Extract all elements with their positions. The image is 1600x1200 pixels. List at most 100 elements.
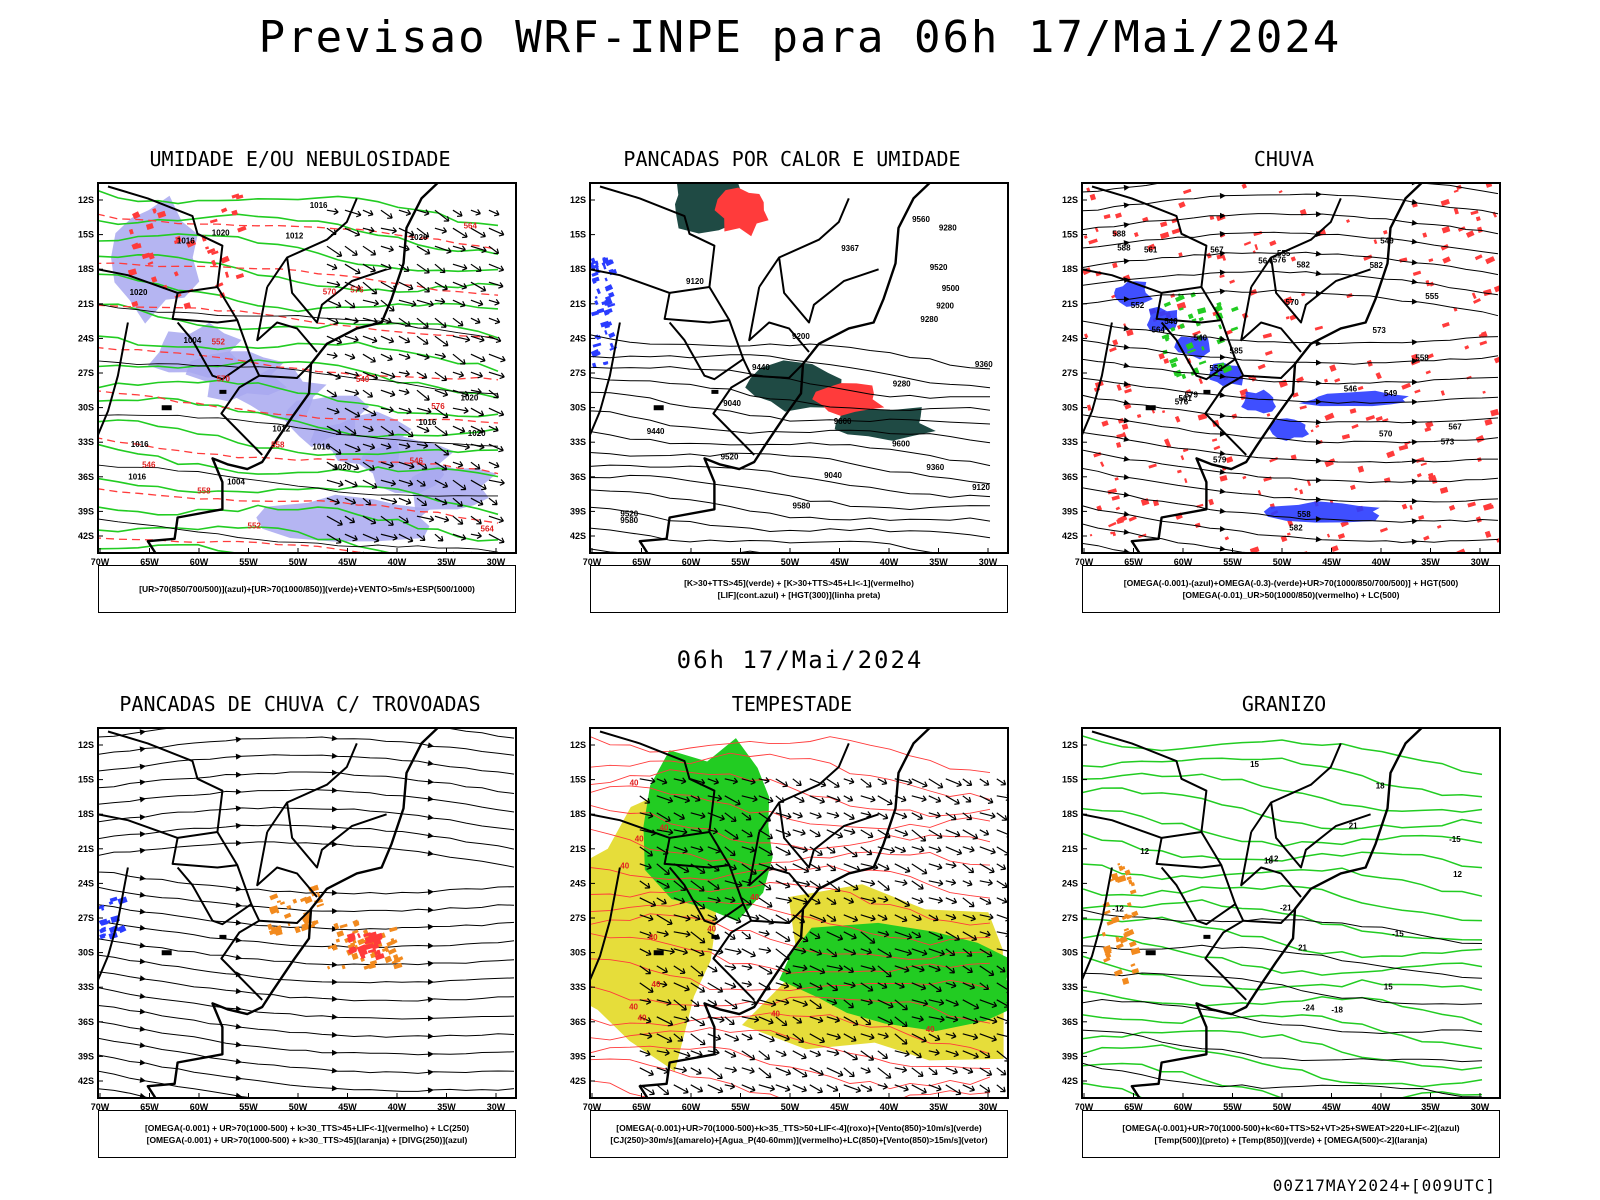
wind-vector xyxy=(877,795,893,806)
wind-vector xyxy=(792,812,803,819)
country-border xyxy=(1082,322,1113,436)
contour-label: -15 xyxy=(1449,835,1461,844)
thunderstorm-orange-area xyxy=(316,903,325,908)
lat-tick-label: 39S xyxy=(570,1051,586,1061)
wind-vector xyxy=(928,778,944,789)
wind-vector xyxy=(809,948,823,956)
wind-vector xyxy=(344,227,361,237)
thunderstorm-orange-area xyxy=(303,897,308,903)
wind-vector xyxy=(809,965,826,975)
lif-blue-contour xyxy=(596,288,601,295)
rain-red-area xyxy=(1375,372,1382,380)
lake-mark xyxy=(161,950,172,956)
wind-vector xyxy=(809,1084,823,1094)
country-border xyxy=(751,363,804,379)
lat-tick-label: 21S xyxy=(570,844,586,854)
temp850-green-contour xyxy=(1082,860,1483,897)
rain-red-area xyxy=(1398,444,1409,451)
wind-vector xyxy=(962,1084,975,1092)
lif-blue-contour xyxy=(592,342,602,348)
streamline-arrow xyxy=(139,874,146,881)
thunderstorm-orange-area xyxy=(339,923,348,929)
lake-mark xyxy=(653,950,664,956)
wind-vector xyxy=(775,965,792,975)
wind-vector xyxy=(758,930,770,937)
omega500-orange-area xyxy=(1108,876,1118,883)
streamline-arrow xyxy=(1123,362,1130,369)
rain-red-area xyxy=(1412,270,1422,276)
thunderstorm-orange-area xyxy=(269,929,276,936)
streamline xyxy=(98,920,515,949)
wind-vector xyxy=(962,1033,979,1041)
lon-tick-label: 50W xyxy=(1273,1102,1292,1112)
wind-vector xyxy=(843,897,855,905)
contour-label: 18 xyxy=(1376,781,1385,790)
contour-label: 570 xyxy=(217,375,231,384)
wind-vector xyxy=(673,1084,689,1094)
lon-tick-label: 70W xyxy=(1075,1102,1094,1112)
wind-vector xyxy=(690,812,706,820)
wind-vector xyxy=(416,389,430,401)
contour-label: 9440 xyxy=(647,427,665,436)
panel-title: PANCADAS DE CHUVA C/ TROVOADAS xyxy=(119,692,481,716)
streamline-arrow xyxy=(139,924,146,931)
wind-vector xyxy=(416,533,426,542)
temp850-green-contour xyxy=(1082,899,1483,941)
wind-vector xyxy=(380,335,395,344)
wind-vector xyxy=(962,795,972,803)
streamline-arrow xyxy=(139,1092,146,1098)
contour-label: -15 xyxy=(1392,930,1404,939)
rain-red-area xyxy=(1448,504,1456,511)
wind-vector xyxy=(416,317,429,328)
wind-vector xyxy=(673,914,691,922)
lon-tick-label: 65W xyxy=(140,1102,159,1112)
wind-vector xyxy=(470,515,482,525)
contour-label: 40 xyxy=(629,1002,638,1011)
lat-tick-label: 39S xyxy=(570,506,586,516)
wind-vector xyxy=(911,829,927,842)
wind-vector xyxy=(809,1067,824,1077)
wind-vector xyxy=(945,1015,959,1023)
rain-red-area xyxy=(1116,433,1125,439)
wind-vector xyxy=(792,964,808,972)
rain-red-area xyxy=(1219,474,1228,482)
wind-vector xyxy=(792,863,810,874)
wind-vector xyxy=(380,263,392,271)
streamline-arrow xyxy=(1315,439,1322,446)
wind-vector xyxy=(639,965,652,975)
wind-vector xyxy=(488,317,501,325)
wind-vector xyxy=(928,879,944,887)
wind-vector xyxy=(398,407,412,415)
wind-vector xyxy=(470,209,481,216)
country-border xyxy=(286,802,387,869)
map-frame xyxy=(97,727,517,1099)
lat-tick-label: 21S xyxy=(1062,299,1078,309)
rain-red-area xyxy=(1212,310,1220,317)
wind-vector xyxy=(326,533,342,544)
wind-vector xyxy=(639,914,654,922)
streamline-arrow xyxy=(235,1074,242,1081)
wind-vector xyxy=(326,208,339,215)
wind-vector xyxy=(928,846,942,854)
streamline-arrow xyxy=(1123,491,1130,498)
lat-tick-label: 27S xyxy=(78,368,94,378)
red-cluster xyxy=(224,271,230,278)
omega-green-area xyxy=(1198,360,1207,365)
wind-vector xyxy=(758,795,774,804)
contour-label: 9120 xyxy=(686,277,704,286)
streamline-arrow xyxy=(332,1103,338,1109)
contour-label: 570 xyxy=(1286,298,1300,307)
country-border xyxy=(778,257,879,324)
rain-red-area xyxy=(1401,503,1408,510)
wind-vector xyxy=(758,846,774,857)
wind-vector xyxy=(380,443,392,450)
lon-tick-label: 55W xyxy=(731,557,750,567)
contour-label: 558 xyxy=(197,487,211,496)
wind-vector xyxy=(945,931,960,941)
contour-label: 546 xyxy=(1164,317,1178,326)
rain-red-area xyxy=(1283,296,1294,305)
rain-red-area xyxy=(1257,363,1266,370)
wind-vector xyxy=(775,896,793,904)
omega-green-area xyxy=(1201,346,1205,351)
rain-red-area xyxy=(1115,506,1121,511)
